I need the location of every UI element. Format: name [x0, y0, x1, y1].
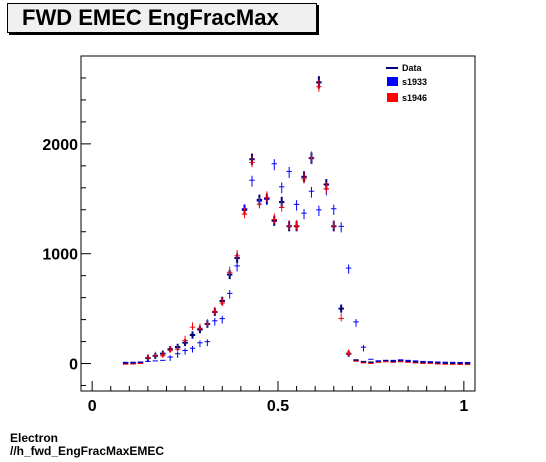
x-tick-label: 1 — [459, 398, 468, 415]
series-s1933 — [122, 159, 471, 363]
data-marks — [122, 76, 471, 365]
x-tick-label: 0.5 — [267, 398, 289, 415]
legend-swatch-s1933 — [387, 77, 398, 86]
series-s1946 — [122, 79, 471, 365]
axes: 0 1000 2000 0 0.5 1 — [42, 55, 468, 415]
y-tick-label: 2000 — [42, 137, 78, 154]
title-box: FWD EMEC EngFracMax — [7, 3, 317, 33]
legend-label-s1933: s1933 — [402, 77, 427, 87]
footer-line-1: Electron — [10, 431, 59, 445]
legend-label-data: Data — [402, 63, 423, 73]
x-tick-label: 0 — [88, 398, 97, 415]
plot-frame — [80, 55, 476, 392]
y-tick-label: 1000 — [42, 247, 78, 264]
chart-title: FWD EMEC EngFracMax — [22, 5, 279, 30]
legend: Data s1933 s1946 — [386, 63, 427, 103]
legend-swatch-s1946 — [387, 93, 398, 102]
y-tick-label: 0 — [69, 357, 78, 374]
footer-line-2: //h_fwd_EngFracMaxEMEC — [10, 444, 165, 458]
legend-label-s1946: s1946 — [402, 93, 427, 103]
footer: Electron //h_fwd_EngFracMaxEMEC — [10, 432, 164, 458]
